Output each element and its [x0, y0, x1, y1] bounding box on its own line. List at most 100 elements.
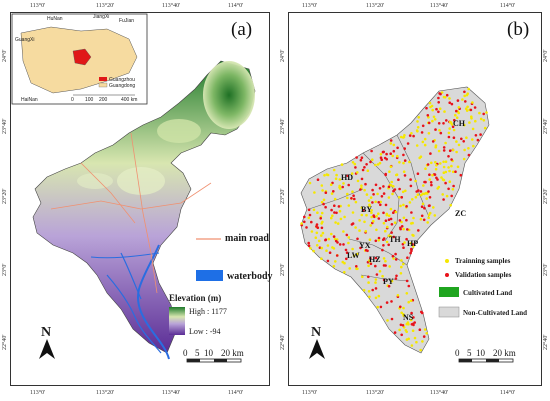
training-sample-point [431, 108, 434, 112]
validation-sample-point [367, 275, 370, 279]
validation-sample-point [347, 183, 350, 187]
training-sample-point [465, 109, 469, 112]
training-sample-point [332, 264, 336, 268]
training-sample-point [320, 184, 324, 187]
validation-sample-point [417, 229, 420, 232]
validation-sample-point [423, 206, 426, 210]
validation-sample-point [319, 217, 322, 220]
training-sample-point [400, 259, 403, 262]
training-sample-point [370, 211, 373, 214]
validation-sample-point [333, 211, 336, 214]
b-ytick-3: 23°20' [280, 188, 286, 204]
validation-sample-point [352, 194, 355, 197]
training-sample-point [448, 120, 452, 124]
validation-sample-point [384, 172, 387, 176]
training-sample-point [360, 206, 364, 209]
validation-sample-point [371, 201, 374, 204]
training-sample-point [451, 170, 455, 174]
training-sample-point [327, 237, 331, 241]
training-sample-point [374, 296, 378, 300]
panel-b-label: (b) [507, 19, 530, 40]
validation-sample-point [460, 137, 463, 141]
training-sample-point [451, 148, 455, 152]
validation-sample-point [359, 158, 363, 162]
validation-sample-point [450, 194, 453, 198]
a-xtick-top-2: 113°20' [96, 3, 115, 9]
training-sample-point [434, 161, 437, 164]
legend-elevation-high: High : 1177 [189, 307, 227, 316]
training-sample-point [334, 177, 338, 180]
validation-sample-point [452, 184, 455, 188]
training-sample-point [445, 194, 449, 198]
training-sample-point [443, 96, 447, 99]
validation-sample-point [447, 155, 450, 158]
validation-sample-point [324, 205, 327, 209]
validation-sample-point [381, 248, 384, 252]
validation-sample-point [442, 198, 445, 201]
training-sample-point [358, 219, 361, 222]
training-sample-point [479, 117, 483, 121]
panel-a-label: (a) [231, 19, 253, 40]
validation-sample-point [369, 160, 372, 164]
training-sample-point [326, 244, 330, 247]
validation-sample-point [374, 183, 378, 187]
district-th: TH [389, 235, 401, 244]
validation-sample-point [401, 324, 405, 327]
training-sample-point [442, 160, 445, 164]
validation-sample-point [382, 278, 386, 282]
validation-sample-point [345, 257, 348, 261]
validation-sample-point [379, 305, 383, 309]
training-sample-point [396, 154, 399, 158]
training-sample-point [338, 178, 342, 181]
training-sample-point [376, 305, 379, 309]
validation-sample-point [467, 153, 471, 157]
training-sample-point [441, 193, 444, 196]
training-sample-point [439, 162, 442, 165]
validation-sample-point [473, 106, 477, 109]
training-sample-point [351, 190, 354, 193]
validation-sample-point [385, 157, 388, 161]
validation-sample-point [361, 168, 365, 172]
validation-sample-point [435, 107, 438, 111]
training-sample-point [395, 173, 399, 176]
training-sample-point [423, 328, 427, 331]
training-sample-point [412, 234, 415, 237]
training-sample-point [437, 149, 441, 153]
legend-cultivated-swatch [439, 287, 459, 297]
training-sample-point [428, 211, 432, 215]
training-sample-point [376, 192, 379, 196]
validation-sample-point [379, 203, 382, 207]
training-sample-point [471, 101, 474, 104]
training-sample-point [384, 259, 387, 263]
validation-sample-point [400, 196, 403, 199]
samples-map-svg [300, 86, 514, 363]
district-by: BY [361, 205, 373, 214]
water-legend-swatch [196, 270, 223, 281]
training-sample-point [336, 222, 340, 225]
training-sample-point [471, 127, 475, 131]
validation-sample-point [438, 92, 441, 95]
training-sample-point [364, 230, 368, 233]
training-sample-point [427, 132, 431, 135]
validation-sample-point [417, 189, 420, 192]
training-sample-point [448, 169, 451, 173]
validation-sample-point [410, 247, 413, 251]
training-sample-point [433, 214, 437, 217]
training-sample-point [388, 265, 391, 268]
training-sample-point [367, 290, 371, 293]
training-sample-point [333, 237, 337, 241]
validation-sample-point [394, 258, 398, 261]
validation-sample-point [400, 333, 403, 337]
training-sample-point [386, 225, 389, 229]
training-sample-point [386, 319, 389, 322]
validation-sample-point [399, 323, 403, 327]
b-ytick-1: 24°0' [280, 49, 286, 62]
validation-sample-point [433, 173, 437, 176]
validation-sample-point [434, 128, 437, 131]
training-sample-point [340, 163, 344, 166]
legend-main-road: main road [225, 233, 269, 244]
training-sample-point [402, 161, 405, 165]
validation-sample-point [397, 178, 400, 181]
training-sample-point [412, 216, 415, 220]
validation-sample-point [451, 125, 455, 129]
